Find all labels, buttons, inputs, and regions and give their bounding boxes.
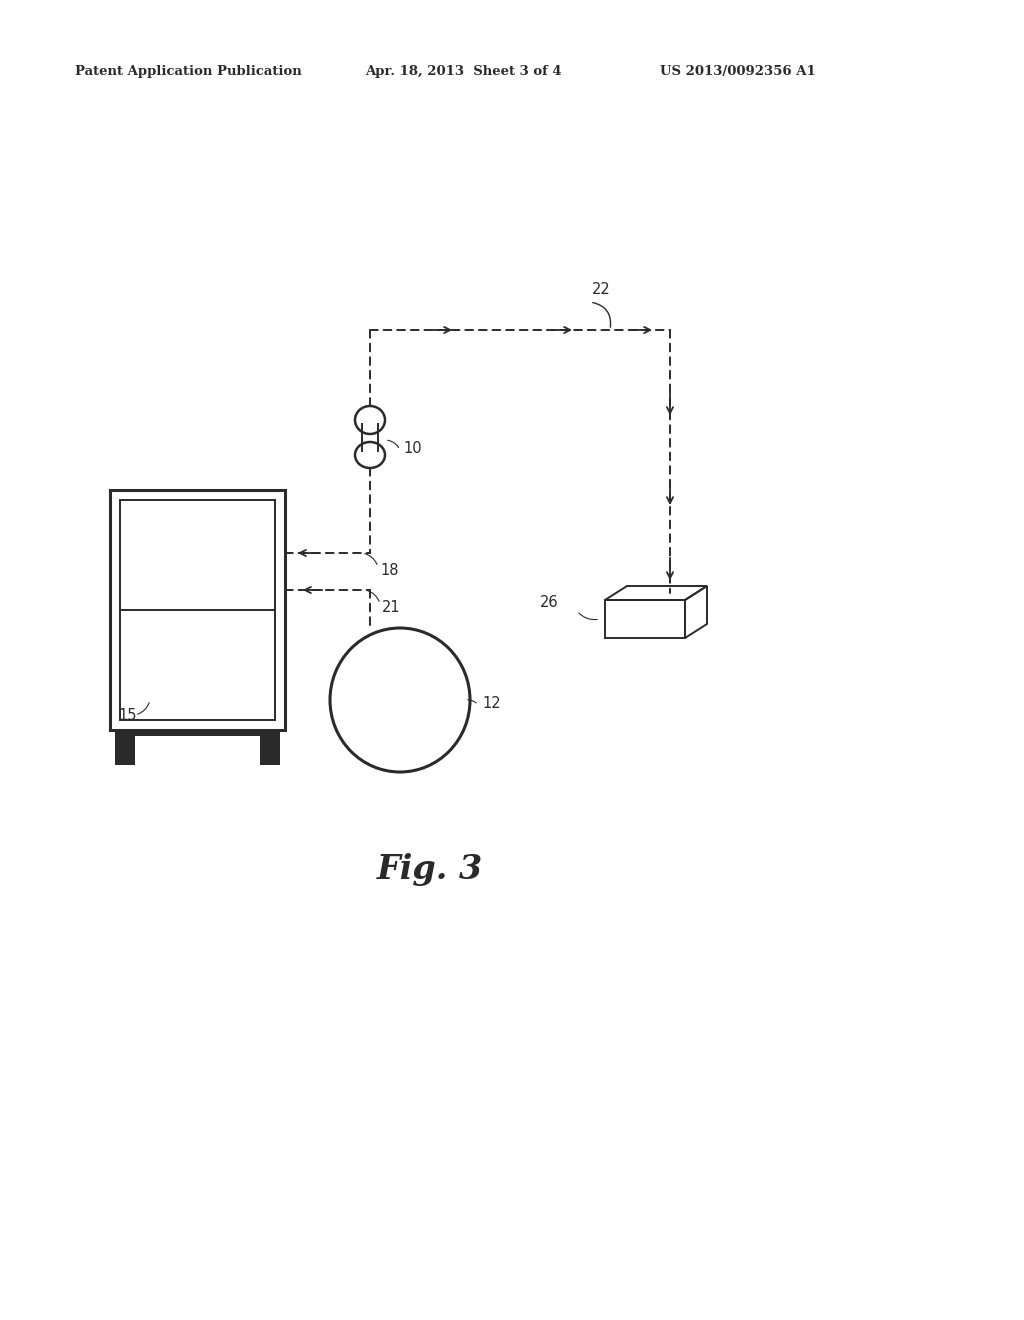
- Text: US 2013/0092356 A1: US 2013/0092356 A1: [660, 66, 816, 78]
- Text: 21: 21: [382, 601, 400, 615]
- Bar: [115, 730, 135, 766]
- Text: 10: 10: [403, 441, 422, 455]
- Text: 18: 18: [380, 564, 398, 578]
- Bar: [120, 500, 275, 719]
- Text: Apr. 18, 2013  Sheet 3 of 4: Apr. 18, 2013 Sheet 3 of 4: [365, 66, 561, 78]
- Bar: [260, 730, 280, 766]
- Text: Fig. 3: Fig. 3: [377, 854, 483, 887]
- Bar: [115, 730, 280, 737]
- Text: Patent Application Publication: Patent Application Publication: [75, 66, 302, 78]
- Text: 22: 22: [592, 282, 610, 297]
- Bar: [110, 490, 285, 730]
- Text: 12: 12: [482, 696, 501, 711]
- Text: 26: 26: [540, 595, 559, 610]
- Text: 15: 15: [118, 708, 136, 723]
